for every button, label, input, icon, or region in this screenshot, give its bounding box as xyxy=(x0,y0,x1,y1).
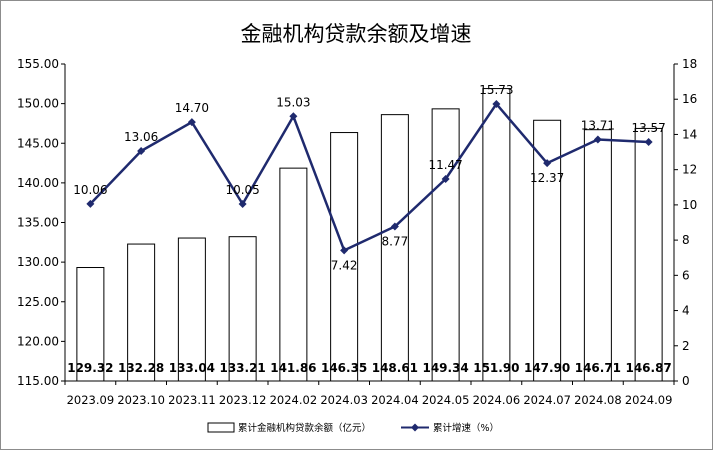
bar-value-label: 132.28 xyxy=(118,361,164,375)
growth-value-label: 13.71 xyxy=(581,119,615,133)
x-tick-label: 2024.09 xyxy=(625,393,673,407)
legend-line-label: 累计增速（%） xyxy=(433,422,499,434)
growth-marker xyxy=(492,99,501,108)
bar xyxy=(380,114,409,382)
x-tick-label: 2023.11 xyxy=(168,393,216,407)
data-labels: 129.32 132.28 133.04 133.21 141.86 146.35 148.… xyxy=(67,83,672,375)
legend-line-marker xyxy=(411,423,419,432)
legend-bar-label: 累计金融机构贷款余额（亿元） xyxy=(238,422,371,434)
bar-value-label: 149.34 xyxy=(422,361,468,375)
bar-value-label: 146.87 xyxy=(625,361,671,375)
bars xyxy=(76,88,663,382)
right-tick-label: 4 xyxy=(682,304,690,318)
bar xyxy=(127,243,156,382)
bar xyxy=(76,267,105,382)
right-tick-label: 0 xyxy=(682,374,690,388)
right-tick-label: 18 xyxy=(682,57,697,71)
x-tick-label: 2023.09 xyxy=(67,393,115,407)
bar xyxy=(482,88,511,382)
bar xyxy=(634,127,663,382)
growth-value-label: 7.42 xyxy=(331,258,358,272)
x-tick-label: 2023.10 xyxy=(117,393,165,407)
growth-value-label: 10.06 xyxy=(73,183,107,197)
x-tick-label: 2024.06 xyxy=(473,393,521,407)
bar xyxy=(330,132,359,382)
legend: 累计金融机构贷款余额（亿元） 累计增速（%） xyxy=(207,422,499,434)
right-tick-label: 14 xyxy=(682,127,697,141)
growth-marker xyxy=(137,146,146,155)
growth-marker xyxy=(187,118,196,127)
left-tick-label: 150.00 xyxy=(17,97,59,111)
left-tick-label: 155.00 xyxy=(17,57,59,71)
growth-marker xyxy=(543,159,552,168)
axes: 115.00 120.00 125.00 130.00 135.00 140.00 145.… xyxy=(17,57,697,407)
x-tick-label: 2024.04 xyxy=(371,393,419,407)
bar-value-label: 141.86 xyxy=(270,361,316,375)
growth-marker xyxy=(644,138,653,147)
bar xyxy=(177,237,206,382)
growth-value-label: 14.70 xyxy=(175,101,209,115)
right-tick-label: 10 xyxy=(682,198,697,212)
x-tick-label: 2023.12 xyxy=(219,393,267,407)
left-tick-label: 120.00 xyxy=(17,334,59,348)
growth-marker xyxy=(289,112,298,121)
right-tick-label: 6 xyxy=(682,268,690,282)
growth-value-label: 8.77 xyxy=(382,235,409,249)
chart-title: 金融机构贷款余额及增速 xyxy=(241,22,472,46)
growth-marker xyxy=(340,246,349,255)
x-tick-label: 2024.07 xyxy=(523,393,571,407)
left-tick-label: 115.00 xyxy=(17,374,59,388)
growth-marker xyxy=(86,199,95,208)
left-tick-label: 145.00 xyxy=(17,136,59,150)
bar-value-label: 146.35 xyxy=(321,361,367,375)
x-tick-label: 2024.02 xyxy=(270,393,318,407)
growth-value-label: 13.06 xyxy=(124,130,158,144)
right-tick-label: 8 xyxy=(682,233,690,247)
growth-value-label: 13.57 xyxy=(631,121,665,135)
growth-marker xyxy=(441,175,450,184)
growth-line xyxy=(86,99,653,255)
bar xyxy=(228,236,257,382)
left-tick-label: 140.00 xyxy=(17,176,59,190)
growth-marker xyxy=(593,135,602,144)
right-tick-label: 12 xyxy=(682,163,697,177)
bar xyxy=(431,108,460,382)
growth-line-path xyxy=(89,102,649,252)
bar-value-label: 146.71 xyxy=(575,361,621,375)
x-tick-label: 2024.08 xyxy=(574,393,622,407)
right-tick-label: 16 xyxy=(682,92,697,106)
growth-value-label: 15.73 xyxy=(479,83,513,97)
bar xyxy=(583,129,612,382)
growth-value-label: 10.05 xyxy=(225,183,259,197)
bar-value-label: 151.90 xyxy=(473,361,519,375)
legend-bar-swatch xyxy=(207,422,235,433)
x-tick-label: 2024.05 xyxy=(422,393,470,407)
left-tick-label: 135.00 xyxy=(17,216,59,230)
right-tick-label: 2 xyxy=(682,339,690,353)
x-tick-label: 2024.03 xyxy=(320,393,368,407)
bar xyxy=(279,167,308,382)
growth-marker xyxy=(238,200,247,209)
bar-value-label: 133.21 xyxy=(219,361,265,375)
growth-value-label: 12.37 xyxy=(530,171,564,185)
left-tick-label: 130.00 xyxy=(17,255,59,269)
bar-value-label: 133.04 xyxy=(169,361,215,375)
growth-value-label: 11.47 xyxy=(428,158,462,172)
growth-value-label: 15.03 xyxy=(276,95,310,109)
bar-value-label: 147.90 xyxy=(524,361,570,375)
growth-marker xyxy=(390,222,399,231)
bar-value-label: 148.61 xyxy=(372,361,418,375)
left-tick-label: 125.00 xyxy=(17,295,59,309)
bar-value-label: 129.32 xyxy=(67,361,113,375)
